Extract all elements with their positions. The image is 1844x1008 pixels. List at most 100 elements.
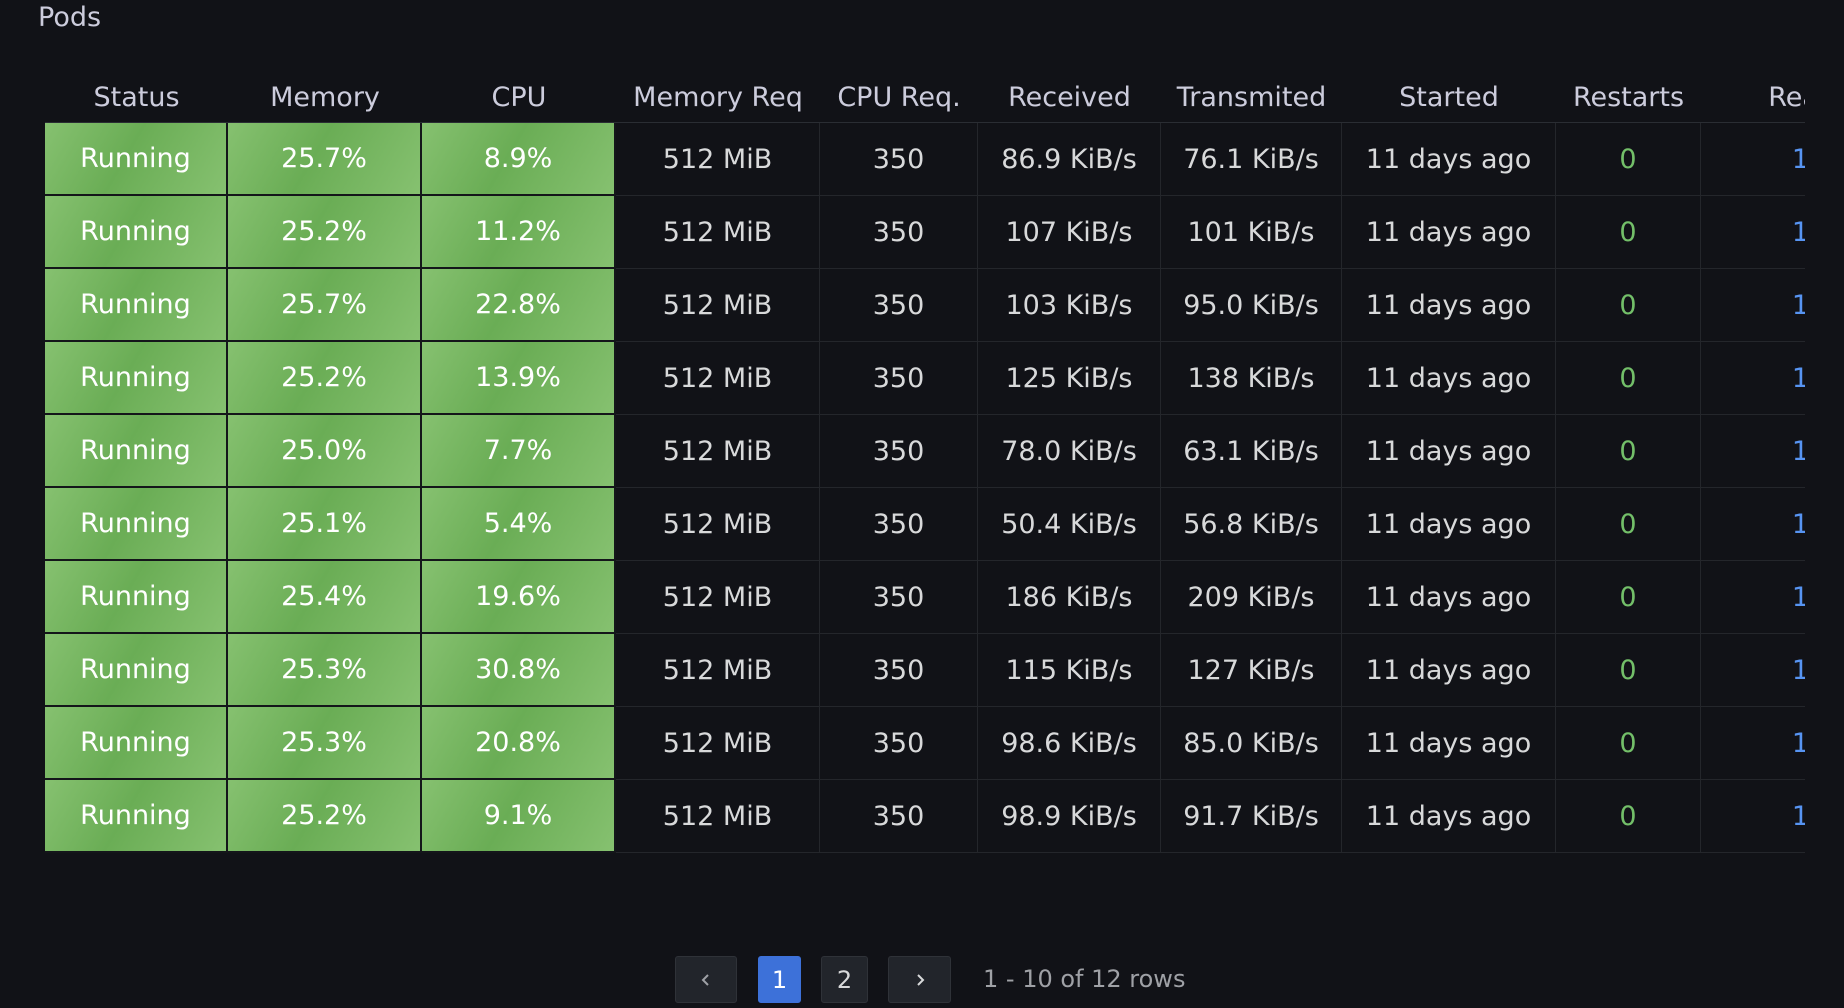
table-cell: Running (45, 123, 228, 196)
table-cell: 125 KiB/s (978, 342, 1161, 415)
table-cell: 8.9% (422, 123, 616, 196)
table-cell: 1 (1701, 269, 1805, 342)
column-header[interactable]: Started (1342, 72, 1556, 123)
table-cell: 512 MiB (616, 342, 820, 415)
table-cell: 11 days ago (1342, 707, 1556, 780)
pods-table: Status Memory CPU Memory Req CPU Req. Receive… (45, 72, 1805, 853)
table-cell: 78.0 KiB/s (978, 415, 1161, 488)
table-cell: 115 KiB/s (978, 634, 1161, 707)
table-cell: 512 MiB (616, 707, 820, 780)
table-cell: 25.7% (228, 123, 422, 196)
table-row: Running 25.7% 22.8% 512 MiB 350 103 KiB/s 95.0… (45, 269, 1805, 342)
table-cell: 22.8% (422, 269, 616, 342)
table-cell: 512 MiB (616, 488, 820, 561)
table-cell: 76.1 KiB/s (1161, 123, 1342, 196)
column-header[interactable]: CPU Req. (820, 72, 978, 123)
table-cell: 11 days ago (1342, 342, 1556, 415)
table-row: Running 25.2% 9.1% 512 MiB 350 98.9 KiB/s 91.7… (45, 780, 1805, 853)
table-cell: 350 (820, 634, 978, 707)
table-cell: 512 MiB (616, 780, 820, 853)
table-cell: Running (45, 561, 228, 634)
table-cell: 512 MiB (616, 196, 820, 269)
column-header[interactable]: Memory Req (616, 72, 820, 123)
table-cell: 11 days ago (1342, 123, 1556, 196)
table-cell: 25.2% (228, 780, 422, 853)
page-button[interactable]: 1 (758, 956, 801, 1003)
table-cell: 13.9% (422, 342, 616, 415)
column-header[interactable]: Memory (228, 72, 422, 123)
column-header[interactable]: Reac (1701, 72, 1805, 123)
table-cell: 350 (820, 561, 978, 634)
table-cell: 63.1 KiB/s (1161, 415, 1342, 488)
table-cell: Running (45, 342, 228, 415)
panel-title: Pods (38, 2, 102, 33)
table-cell: 50.4 KiB/s (978, 488, 1161, 561)
table-row: Running 25.3% 20.8% 512 MiB 350 98.6 KiB/s 85.… (45, 707, 1805, 780)
table-cell: 25.1% (228, 488, 422, 561)
table-cell: 0 (1556, 634, 1701, 707)
table-cell: 25.0% (228, 415, 422, 488)
column-header[interactable]: CPU (422, 72, 616, 123)
table-cell: 512 MiB (616, 269, 820, 342)
table-row: Running 25.7% 8.9% 512 MiB 350 86.9 KiB/s 76.1… (45, 123, 1805, 196)
table-cell: 86.9 KiB/s (978, 123, 1161, 196)
table-cell: Running (45, 634, 228, 707)
table-cell: 127 KiB/s (1161, 634, 1342, 707)
table-row: Running 25.1% 5.4% 512 MiB 350 50.4 KiB/s 56.8… (45, 488, 1805, 561)
table-cell: 0 (1556, 561, 1701, 634)
table-cell: 20.8% (422, 707, 616, 780)
table-cell: 11.2% (422, 196, 616, 269)
header-row: Status Memory CPU Memory Req CPU Req. Receive… (45, 72, 1805, 123)
table-cell: 85.0 KiB/s (1161, 707, 1342, 780)
table-row: Running 25.2% 13.9% 512 MiB 350 125 KiB/s 138 … (45, 342, 1805, 415)
table-cell: 30.8% (422, 634, 616, 707)
table-cell: 512 MiB (616, 415, 820, 488)
table-cell: 350 (820, 123, 978, 196)
prev-page-button[interactable] (675, 956, 737, 1003)
table-cell: 1 (1701, 561, 1805, 634)
table-cell: 0 (1556, 342, 1701, 415)
table-body: Running 25.7% 8.9% 512 MiB 350 86.9 KiB/s 76.1… (45, 123, 1805, 853)
table-cell: 25.3% (228, 707, 422, 780)
table-row: Running 25.0% 7.7% 512 MiB 350 78.0 KiB/s 63.1… (45, 415, 1805, 488)
table-cell: 11 days ago (1342, 415, 1556, 488)
column-header[interactable]: Restarts (1556, 72, 1701, 123)
table-cell: 350 (820, 196, 978, 269)
table-cell: 91.7 KiB/s (1161, 780, 1342, 853)
table-cell: 0 (1556, 707, 1701, 780)
table-cell: 1 (1701, 415, 1805, 488)
table-cell: 98.9 KiB/s (978, 780, 1161, 853)
table-cell: 350 (820, 707, 978, 780)
table-cell: 107 KiB/s (978, 196, 1161, 269)
table-cell: 512 MiB (616, 561, 820, 634)
table-cell: 101 KiB/s (1161, 196, 1342, 269)
table-cell: 0 (1556, 488, 1701, 561)
table-cell: 0 (1556, 415, 1701, 488)
table-cell: 56.8 KiB/s (1161, 488, 1342, 561)
table-cell: 350 (820, 780, 978, 853)
table-cell: 25.7% (228, 269, 422, 342)
column-header[interactable]: Transmited (1161, 72, 1342, 123)
column-header[interactable]: Received (978, 72, 1161, 123)
table-cell: 95.0 KiB/s (1161, 269, 1342, 342)
table-cell: 1 (1701, 780, 1805, 853)
table-cell: Running (45, 196, 228, 269)
table-row: Running 25.4% 19.6% 512 MiB 350 186 KiB/s 209 … (45, 561, 1805, 634)
table-cell: 138 KiB/s (1161, 342, 1342, 415)
column-header[interactable]: Status (45, 72, 228, 123)
table-cell: 5.4% (422, 488, 616, 561)
table-cell: 19.6% (422, 561, 616, 634)
table-cell: 25.3% (228, 634, 422, 707)
table-cell: 0 (1556, 780, 1701, 853)
table-cell: 0 (1556, 269, 1701, 342)
table-cell: 11 days ago (1342, 780, 1556, 853)
table-cell: 25.2% (228, 196, 422, 269)
table-cell: 512 MiB (616, 123, 820, 196)
table-cell: 350 (820, 269, 978, 342)
next-page-button[interactable] (888, 956, 951, 1003)
page-button[interactable]: 2 (821, 956, 868, 1003)
table-cell: 11 days ago (1342, 561, 1556, 634)
table-cell: 11 days ago (1342, 488, 1556, 561)
table-wrap: Status Memory CPU Memory Req CPU Req. Receive… (45, 72, 1805, 853)
table-cell: Running (45, 488, 228, 561)
